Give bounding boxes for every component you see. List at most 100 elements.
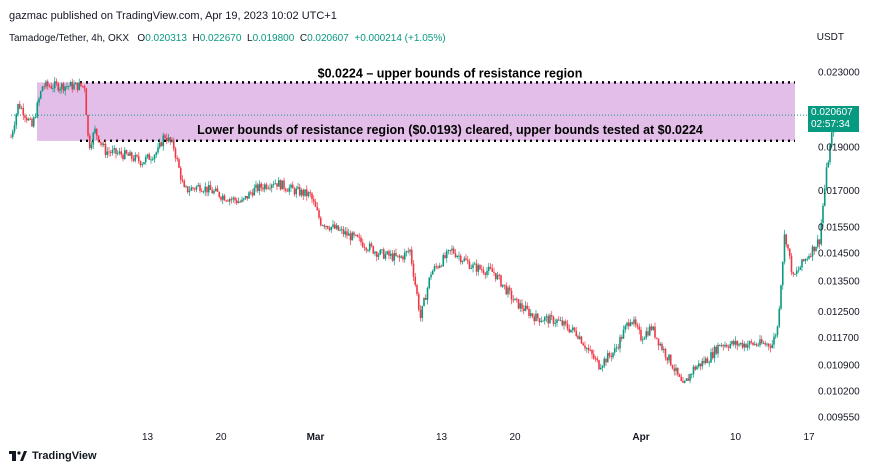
candle-body [703, 360, 705, 363]
candle [99, 141, 102, 146]
candle [78, 78, 81, 91]
candle [143, 162, 145, 165]
candle [458, 251, 460, 261]
candle [552, 315, 555, 327]
candle [528, 306, 530, 319]
candle [24, 113, 26, 123]
candle-body [783, 234, 786, 262]
candle [148, 152, 151, 160]
candle [253, 184, 256, 196]
candle [507, 285, 509, 298]
candle-body [671, 365, 674, 369]
candle-body [697, 363, 700, 367]
candle [647, 327, 649, 337]
currency-label[interactable]: USDT [816, 32, 844, 43]
candle [402, 255, 404, 263]
candle-body [367, 250, 369, 251]
candle-body [444, 255, 446, 258]
candle [384, 251, 387, 261]
candle-body [717, 344, 719, 354]
candle [825, 162, 828, 191]
candle [87, 114, 89, 138]
candle [368, 241, 371, 253]
tradingview-footer[interactable]: TradingView [9, 450, 97, 462]
candle-body [640, 329, 642, 341]
candle-body [290, 184, 292, 188]
bar-countdown: 02:57:34 [811, 119, 850, 130]
candle-body [813, 246, 816, 252]
candle-body [20, 107, 23, 109]
candle-body [563, 321, 565, 326]
candle [398, 253, 401, 262]
candle-body [388, 251, 390, 256]
candle [697, 360, 700, 369]
candle [43, 83, 46, 90]
candle-body [676, 367, 679, 375]
candle [169, 136, 172, 145]
candle-body [330, 226, 333, 231]
candle-body [466, 259, 469, 262]
candle [717, 342, 719, 358]
candle [195, 185, 198, 193]
candle [111, 145, 114, 156]
candle [524, 301, 527, 312]
candle-body [619, 336, 621, 349]
candle-body [57, 83, 60, 91]
candle [328, 225, 331, 232]
candle [778, 305, 781, 329]
candle-body [696, 366, 698, 370]
candle-body [192, 187, 194, 189]
symbol-label[interactable]: Tamadoge/Tether, 4h, OKX [9, 33, 130, 44]
candle-body [519, 303, 522, 309]
candle [720, 342, 723, 348]
candle-body [48, 85, 51, 87]
candle [193, 187, 196, 192]
candle-body [608, 353, 611, 356]
candle-body [634, 319, 637, 326]
candle [305, 185, 308, 201]
candle [682, 376, 684, 383]
candle-body [337, 225, 340, 231]
candle-body [769, 346, 772, 348]
candle-body [694, 366, 697, 370]
candle-body [85, 88, 88, 115]
candle-body [655, 337, 658, 339]
candle-body [582, 343, 585, 346]
candle-body [137, 156, 140, 162]
candle-body [129, 152, 131, 156]
candle-body [759, 339, 761, 346]
candle [81, 85, 84, 88]
candle-body [181, 179, 184, 181]
candle [127, 152, 130, 156]
candle-body [753, 343, 756, 345]
candle [736, 340, 739, 351]
candle [564, 319, 567, 327]
candle [218, 191, 221, 199]
candle [799, 265, 802, 270]
candle-body [823, 188, 826, 206]
candle [454, 249, 457, 259]
candle [813, 246, 816, 255]
candle-body [286, 190, 289, 192]
candle [774, 333, 777, 340]
candle-body [151, 159, 154, 161]
candle-body [722, 345, 725, 347]
candle-body [221, 195, 224, 200]
candle-body [73, 84, 75, 90]
candle [360, 234, 362, 246]
candle [403, 248, 406, 263]
candle [753, 341, 756, 346]
candle [134, 152, 137, 163]
candle-body [799, 267, 802, 270]
candle [542, 319, 544, 322]
candle [312, 195, 315, 206]
candle-body [157, 147, 159, 153]
candle-body [706, 358, 709, 363]
candle [668, 353, 670, 364]
candle [172, 137, 175, 152]
candle [452, 246, 455, 255]
candle [80, 82, 82, 88]
candle-body [421, 305, 424, 318]
candle-body [125, 150, 128, 154]
